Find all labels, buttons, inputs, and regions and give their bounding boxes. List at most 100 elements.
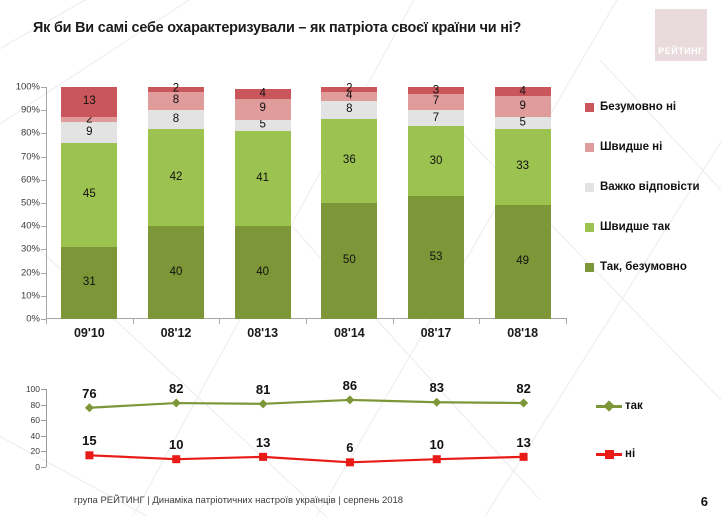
diamond-marker-icon [603, 400, 615, 412]
bar-x-tick-mark [132, 318, 134, 324]
line-legend-item[interactable]: ні [596, 446, 635, 462]
bar-segment: 7 [408, 110, 464, 127]
bar-segment-value: 53 [429, 250, 443, 263]
line-value-label: 10 [429, 437, 444, 453]
bar-segment: 49 [494, 205, 551, 319]
footer-source-text: група РЕЙТИНГ | Динаміка патріотичних на… [74, 495, 404, 506]
line-value-label: 13 [255, 434, 271, 450]
bar-y-tick-mark [41, 226, 46, 228]
bar-stack-group: 40 41 5 9 4 [234, 87, 291, 319]
line-series-path [89, 455, 523, 462]
line-y-tick-label: 80 [30, 399, 40, 410]
bar-x-tick-mark [392, 318, 394, 324]
bar-legend-label: Швидше ні [600, 141, 663, 153]
bar-x-tick-label: 08'14 [333, 326, 365, 340]
bar-segment: 42 [148, 128, 204, 227]
line-data-point [258, 399, 268, 409]
line-data-point [432, 397, 442, 407]
slide-header: Як би Ви самі себе охарактеризували – як… [0, 0, 721, 74]
line-chart: 0 20 40 60 80 100 76 82 81 86 83 82 15 10 13 6 10 13 [0, 372, 580, 490]
bar-legend-item[interactable]: Так, безумовно [585, 260, 687, 274]
line-y-tick-mark [41, 467, 46, 468]
bar-y-tick-label: 20% [20, 267, 40, 279]
bar-y-tick-label: 100% [15, 81, 40, 93]
bar-stack-group: 53 30 7 7 3 [408, 83, 464, 319]
bar-y-tick-label: 10% [20, 290, 40, 302]
bar-segment: 53 [408, 196, 464, 319]
bar-segment: 7 [408, 93, 464, 111]
line-legend-marker [596, 448, 622, 460]
bar-segment-value: 31 [82, 276, 96, 289]
bar-x-tick-mark [566, 318, 567, 324]
bar-segment: 5 [494, 117, 551, 129]
bar-segment: 9 [494, 96, 551, 118]
bar-segment: 36 [321, 119, 378, 203]
page-title: Як би Ви самі себе охарактеризували – як… [33, 20, 522, 36]
bar-stack-group: 49 33 5 9 4 [494, 84, 551, 319]
bar-y-tick-label: 80% [20, 127, 40, 139]
bar-x-tick-mark [479, 318, 481, 324]
line-value-label: 76 [82, 385, 97, 401]
bar-segment-value: 49 [516, 255, 530, 268]
bar-legend-label: Так, безумовно [600, 261, 687, 273]
bar-segment-value: 7 [432, 111, 440, 124]
bar-legend-item[interactable]: Важко відповісти [585, 180, 700, 194]
bar-legend-label: Безумовно ні [600, 101, 677, 113]
bar-chart-plot-area: 31 45 9 2 13 40 42 8 8 2 40 41 5 9 4 50 36 8 4 2 53 30 7 7 3 49 33… [46, 83, 566, 319]
bar-stack: 40 41 5 9 4 [234, 87, 291, 319]
line-y-tick-label: 60 [30, 415, 40, 426]
bar-x-tick-mark [306, 318, 307, 324]
line-legend-item[interactable]: так [596, 398, 643, 414]
bar-legend-item[interactable]: Швидше ні [585, 140, 662, 154]
line-data-point [85, 451, 94, 460]
bar-x-tick-mark [219, 318, 221, 324]
bar-legend-swatch [585, 262, 594, 272]
bar-segment: 8 [148, 110, 204, 129]
bar-legend-item[interactable]: Безумовно ні [585, 100, 676, 114]
bar-legend-label: Швидше так [600, 221, 670, 233]
line-data-point [172, 455, 181, 464]
bar-segment-value: 9 [86, 125, 93, 138]
page-number: 6 [700, 494, 708, 509]
line-legend-label: ні [625, 448, 636, 460]
bar-legend-swatch [585, 142, 594, 152]
line-value-label: 6 [346, 440, 354, 456]
bar-segment-value: 30 [429, 154, 443, 167]
bar-segment-value: 3 [432, 83, 440, 96]
bar-stack-group: 40 42 8 8 2 [148, 83, 204, 319]
bar-y-tick-mark [41, 179, 46, 181]
bar-y-tick-label: 60% [20, 174, 40, 186]
bar-segment: 31 [61, 247, 118, 319]
bar-segment: 50 [321, 203, 378, 319]
bar-segment-value: 5 [259, 118, 266, 131]
line-legend-label: так [625, 400, 643, 412]
line-data-point [259, 452, 268, 461]
line-data-point [519, 398, 529, 408]
bar-y-tick-label: 30% [20, 243, 40, 255]
bar-segment-value: 33 [516, 160, 530, 173]
line-y-tick-label: 0 [35, 462, 40, 472]
line-data-point [171, 398, 181, 408]
line-series-path [89, 400, 523, 408]
bar-segment: 9 [61, 121, 118, 143]
bar-segment: 41 [234, 131, 291, 227]
bar-segment-value: 50 [342, 254, 356, 267]
bar-segment: 40 [234, 226, 291, 319]
bar-segment: 4 [234, 88, 291, 99]
logo-label: РЕЙТИНГ [658, 46, 704, 56]
bar-x-tick-label: 08'18 [507, 326, 539, 340]
slide-footer: група РЕЙТИНГ | Динаміка патріотичних на… [0, 494, 721, 516]
bar-x-tick-label: 08'12 [160, 326, 192, 340]
line-y-tick-label: 100 [25, 384, 40, 394]
bar-segment: 2 [61, 113, 118, 124]
bar-legend-swatch [585, 222, 594, 232]
bar-legend-item[interactable]: Швидше так [585, 220, 670, 234]
bar-segment: 2 [321, 83, 378, 94]
bar-segment: 5 [234, 118, 291, 132]
bar-segment-value: 4 [519, 84, 526, 97]
line-data-point [84, 403, 94, 413]
bar-stack: 49 33 5 9 4 [494, 84, 551, 319]
line-y-tick-label: 40 [30, 430, 40, 441]
line-data-point [519, 452, 528, 461]
line-data-point [345, 458, 354, 467]
